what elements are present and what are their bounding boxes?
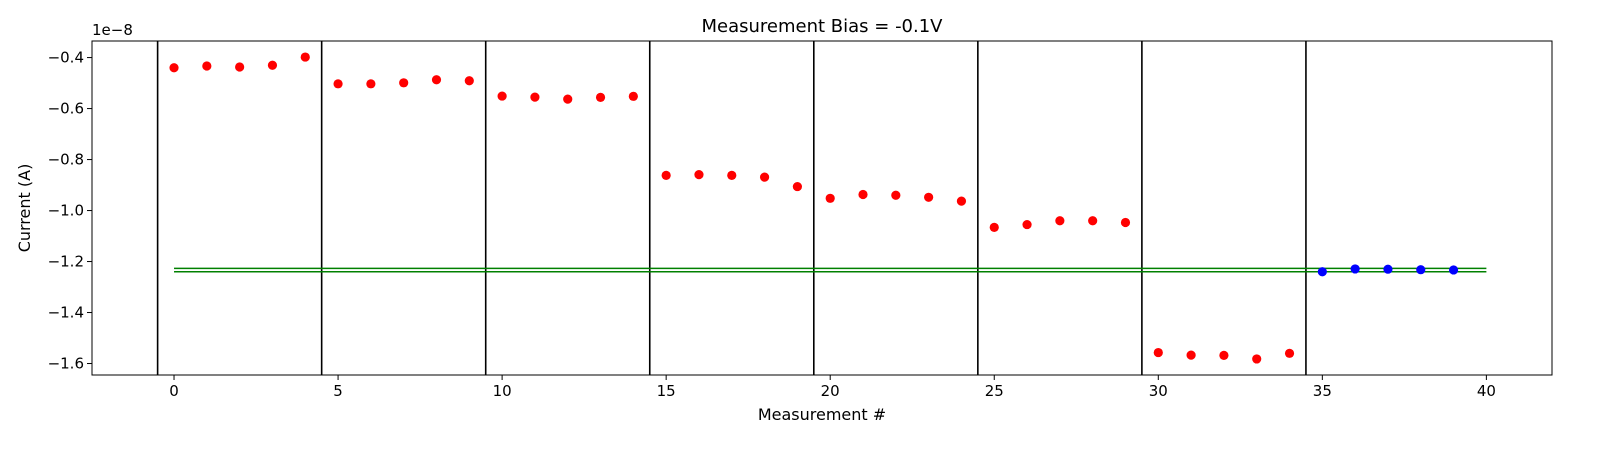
data-point (431, 75, 442, 85)
data-point (1219, 350, 1229, 360)
y-tick-label: −1.2 (48, 253, 84, 271)
data-point (1350, 264, 1360, 274)
data-point (1416, 265, 1426, 275)
y-tick-label: −0.4 (48, 49, 84, 67)
x-tick-label: 15 (657, 382, 676, 400)
data-point (1383, 264, 1393, 274)
data-point (759, 172, 770, 182)
y-tick-label: −1.0 (48, 202, 84, 220)
data-point (661, 170, 671, 180)
data-point (1252, 354, 1262, 364)
x-tick-label: 25 (985, 382, 1004, 400)
data-point (1055, 216, 1065, 226)
x-tick-label: 5 (333, 382, 343, 400)
data-point (1088, 216, 1098, 226)
data-point (300, 52, 310, 62)
data-point (235, 62, 245, 72)
x-tick-label: 10 (493, 382, 512, 400)
x-tick-label: 35 (1313, 382, 1332, 400)
x-tick-label: 20 (821, 382, 840, 400)
data-point (399, 78, 409, 88)
data-point (1448, 265, 1459, 275)
data-point (924, 192, 934, 202)
x-tick-label: 0 (169, 382, 179, 400)
data-point (1317, 267, 1327, 277)
data-point (563, 94, 573, 104)
data-point (628, 91, 638, 101)
y-tick-label: −0.6 (48, 100, 84, 118)
data-point (989, 222, 999, 232)
y-axis-offset-label: 1e−8 (92, 21, 133, 39)
data-point (169, 63, 179, 73)
data-point (530, 92, 540, 102)
data-point (1022, 219, 1032, 230)
data-point (858, 189, 868, 200)
data-point (891, 190, 901, 200)
data-point (202, 61, 212, 71)
data-point (1284, 348, 1295, 358)
data-point (694, 170, 704, 180)
chart-title: Measurement Bias = -0.1V (701, 16, 943, 37)
x-tick-label: 30 (1149, 382, 1168, 400)
x-axis-label: Measurement # (758, 405, 886, 424)
data-point (1186, 350, 1196, 360)
data-point (464, 76, 474, 86)
data-point (497, 91, 507, 101)
x-axis: 0 5 10 15 20 25 30 35 40 (169, 375, 1496, 400)
plot-marks (156, 41, 1487, 375)
x-tick-label: 40 (1477, 382, 1496, 400)
data-point (956, 196, 967, 206)
plot-frame (91, 40, 1553, 376)
data-point (1120, 217, 1131, 228)
data-point (1153, 347, 1163, 358)
data-point (333, 79, 343, 89)
data-point (595, 92, 606, 102)
data-point (727, 170, 737, 180)
y-axis-label: Current (A) (15, 164, 34, 253)
y-tick-label: −0.8 (48, 151, 84, 169)
y-tick-label: −1.4 (48, 304, 84, 322)
data-point (792, 181, 802, 192)
y-tick-label: −1.6 (48, 355, 84, 373)
data-point (825, 193, 835, 203)
y-axis: −0.4 −0.6 −0.8 −1.0 −1.2 −1.4 −1.6 (48, 49, 92, 373)
data-point (267, 60, 278, 70)
data-point (366, 79, 376, 89)
